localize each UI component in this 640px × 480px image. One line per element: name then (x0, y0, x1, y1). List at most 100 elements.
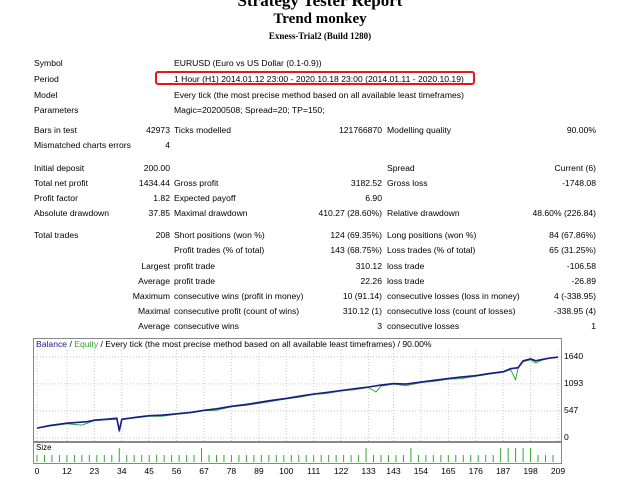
x-tick-label: 100 (279, 466, 294, 476)
x-tick-label: 154 (413, 466, 429, 476)
profit-factor-value: 1.82 (153, 193, 170, 203)
legend-description: / Every tick (the most precise method ba… (98, 339, 432, 349)
x-tick-label: 34 (116, 466, 127, 476)
chart-legend: Balance / Equity / Every tick (the most … (36, 339, 432, 349)
maximal-cons-profit-value: 310.12 (1) (342, 306, 382, 316)
average-label: Average (138, 276, 170, 286)
legend-equity: Equity (74, 339, 99, 349)
period-label: Period (34, 74, 59, 84)
x-tick-label: 12 (62, 466, 72, 476)
net-profit-label: Total net profit (34, 178, 88, 188)
net-profit-value: 1434.44 (138, 178, 170, 188)
largest-loss-value: -106.58 (566, 261, 596, 271)
profit-factor-label: Profit factor (34, 193, 78, 203)
ticks-value: 121766870 (338, 125, 382, 135)
quality-value: 90.00% (566, 125, 596, 135)
max-cons-wins-value: 10 (91.14) (342, 291, 382, 301)
profit-trades-label: Profit trades (% of total) (174, 245, 265, 255)
spread-value: Current (6) (554, 163, 596, 173)
maximal-cons-profit-label: consecutive profit (count of wins) (174, 306, 300, 316)
x-tick-label: 89 (254, 466, 264, 476)
avg-cons-losses-label: consecutive losses (387, 321, 460, 331)
loss-trades-label: Loss trades (% of total) (387, 245, 476, 255)
total-trades-value: 208 (155, 230, 170, 240)
x-tick-label: 0 (34, 466, 40, 476)
y-tick-label: 0 (564, 432, 569, 442)
quality-label: Modelling quality (387, 125, 452, 135)
gross-profit-value: 3182.52 (350, 178, 382, 188)
abs-drawdown-value: 37.85 (148, 208, 170, 218)
avg-cons-wins-label: consecutive wins (174, 321, 239, 331)
legend-balance: Balance (36, 339, 68, 349)
largest-profit-value: 310.12 (355, 261, 382, 271)
loss-trades-value: 65 (31.25%) (549, 245, 596, 255)
x-tick-label: 23 (89, 466, 100, 476)
max-cons-losses-value: 4 (-338.95) (553, 291, 596, 301)
gross-loss-label: Gross loss (387, 178, 428, 188)
balance-line (36, 356, 559, 431)
expected-payoff-label: Expected payoff (174, 193, 236, 203)
x-tick-label: 78 (226, 466, 237, 476)
avg-cons-losses-value: 1 (591, 321, 596, 331)
symbol-value: EURUSD (Euro vs US Dollar (0.1-0.9)) (174, 58, 322, 68)
max-cons-losses-label: consecutive losses (loss in money) (387, 291, 520, 301)
x-tick-label: 122 (333, 466, 349, 476)
abs-drawdown-label: Absolute drawdown (34, 208, 110, 218)
x-tick-label: 111 (307, 466, 321, 476)
x-tick-label: 56 (171, 466, 182, 476)
period-value: 1 Hour (H1) 2014.01.12 23:00 - 2020.10.1… (174, 74, 464, 84)
max-drawdown-value: 410.27 (28.60%) (318, 208, 382, 218)
x-tick-label: 176 (468, 466, 483, 476)
total-trades-label: Total trades (34, 230, 79, 240)
avg-cons-wins-value: 3 (377, 321, 382, 331)
largest-loss-label: loss trade (387, 261, 425, 271)
spread-label: Spread (387, 163, 415, 173)
size-chart (33, 442, 562, 464)
parameters-value: Magic=20200508; Spread=20; TP=150; (174, 105, 325, 115)
x-tick-label: 209 (550, 466, 566, 476)
parameters-label: Parameters (34, 105, 79, 115)
expert-name: Trend monkey (273, 11, 367, 27)
long-value: 84 (67.86%) (549, 230, 596, 240)
x-tick-label: 187 (495, 466, 511, 476)
maximal-cons-loss-value: -338.95 (4) (553, 306, 596, 316)
x-tick-label: 165 (441, 466, 456, 476)
bars-label: Bars in test (34, 125, 77, 135)
y-tick-label: 1093 (564, 377, 584, 388)
x-tick-label: 198 (523, 466, 538, 476)
model-value: Every tick (the most precise method base… (174, 90, 464, 100)
average2-label: Average (138, 321, 170, 331)
avg-loss-label: loss trade (387, 276, 425, 286)
symbol-label: Symbol (34, 58, 63, 68)
largest-label: Largest (141, 261, 170, 271)
y-tick-label: 547 (564, 404, 579, 415)
period-highlight-box (155, 71, 475, 85)
ticks-label: Ticks modelled (174, 125, 231, 135)
legend-separator: / (67, 339, 75, 349)
profit-trades-value: 143 (68.75%) (330, 245, 382, 255)
largest-profit-label: profit trade (174, 261, 216, 271)
short-value: 124 (69.35%) (330, 230, 382, 240)
short-label: Short positions (won %) (174, 230, 265, 240)
maximal-label: Maximal (138, 306, 170, 316)
avg-loss-value: -26.89 (571, 276, 596, 286)
bars-value: 42973 (146, 125, 170, 135)
mismatched-value: 4 (165, 140, 170, 150)
avg-profit-value: 22.26 (360, 276, 382, 286)
long-label: Long positions (won %) (387, 230, 477, 240)
x-tick-label: 45 (144, 466, 154, 476)
maximum-label: Maximum (132, 291, 170, 301)
gross-loss-value: -1748.08 (562, 178, 596, 188)
x-tick-label: 67 (199, 466, 209, 476)
deposit-value: 200.00 (143, 163, 170, 173)
avg-profit-label: profit trade (174, 276, 216, 286)
maximal-cons-loss-label: consecutive loss (count of losses) (387, 306, 516, 316)
server-build: Exness-Trial2 (Build 1280) (268, 31, 372, 41)
gross-profit-label: Gross profit (174, 178, 219, 188)
x-tick-label: 143 (386, 466, 401, 476)
x-tick-label: 133 (361, 466, 376, 476)
mismatched-label: Mismatched charts errors (34, 140, 131, 150)
deposit-label: Initial deposit (34, 163, 85, 173)
y-tick-label: 1640 (564, 350, 584, 361)
